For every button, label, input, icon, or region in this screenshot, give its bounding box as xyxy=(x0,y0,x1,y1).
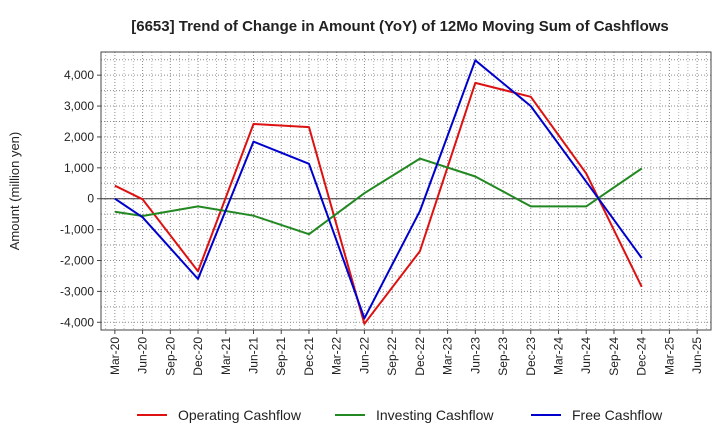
y-tick-label: -4,000 xyxy=(60,315,94,329)
series-line-free-cashflow xyxy=(114,59,643,320)
x-tick-label: Jun-23 xyxy=(468,337,482,374)
x-tick-label: Jun-24 xyxy=(579,337,593,374)
legend: Operating Cashflow Investing Cashflow Free… xyxy=(137,407,663,423)
legend-item-operating-cashflow: Operating Cashflow xyxy=(137,407,302,423)
series-lines xyxy=(114,59,643,325)
legend-label: Investing Cashflow xyxy=(376,407,494,423)
legend-item-free-cashflow: Free Cashflow xyxy=(531,407,663,423)
x-tick-label: Jun-22 xyxy=(357,337,371,374)
y-tick-label: -3,000 xyxy=(60,284,94,298)
x-tick-label: Dec-20 xyxy=(191,337,205,376)
y-tick-label: 3,000 xyxy=(64,99,94,113)
chart-title: [6653] Trend of Change in Amount (YoY) o… xyxy=(131,18,669,35)
x-tick-label: Dec-22 xyxy=(413,337,427,376)
x-tick-label: Sep-20 xyxy=(163,337,177,376)
x-tick-label: Mar-20 xyxy=(108,337,122,375)
x-tick-label: Sep-24 xyxy=(607,337,621,376)
x-tick-label: Sep-21 xyxy=(274,337,288,376)
legend-label: Operating Cashflow xyxy=(178,407,302,423)
y-tick-label: 4,000 xyxy=(64,68,94,82)
x-tick-label: Jun-21 xyxy=(247,337,261,374)
series-line-investing-cashflow xyxy=(114,157,643,236)
y-axis-label: Amount (million yen) xyxy=(7,132,22,251)
x-tick-label: Jun-20 xyxy=(136,337,150,374)
x-tick-label: Sep-23 xyxy=(496,337,510,376)
legend-item-investing-cashflow: Investing Cashflow xyxy=(335,407,494,423)
y-tick-label: 0 xyxy=(87,192,94,206)
y-tick-label: 2,000 xyxy=(64,130,94,144)
x-tick-label: Dec-23 xyxy=(524,337,538,376)
y-tick-label: -1,000 xyxy=(60,223,94,237)
plot-border xyxy=(100,51,712,331)
x-tick-label: Sep-22 xyxy=(385,337,399,376)
x-tick-label: Mar-21 xyxy=(219,337,233,375)
y-tick-label: -2,000 xyxy=(60,254,94,268)
x-tick-label: Mar-25 xyxy=(662,337,676,375)
x-tick-label: Dec-21 xyxy=(302,337,316,376)
x-tick-label: Jun-25 xyxy=(690,337,704,374)
x-tick-label: Mar-24 xyxy=(552,337,566,375)
plot-area xyxy=(101,52,711,330)
series-line-operating-cashflow xyxy=(114,81,643,325)
y-axis-ticks: -4,000 -3,000 -2,000 -1,000 0 1,000 2,000 3,000… xyxy=(60,68,101,329)
plot-background xyxy=(101,52,711,330)
x-tick-label: Mar-23 xyxy=(441,337,455,375)
legend-label: Free Cashflow xyxy=(572,407,663,423)
grid-lines xyxy=(101,52,711,330)
x-tick-label: Mar-22 xyxy=(330,337,344,375)
plot-frame xyxy=(100,51,712,331)
x-axis-ticks: Mar-20 Jun-20 Sep-20 Dec-20 Mar-21 Jun-21 Sep-… xyxy=(108,330,704,376)
x-tick-label: Dec-24 xyxy=(635,337,649,376)
y-tick-label: 1,000 xyxy=(64,161,94,175)
